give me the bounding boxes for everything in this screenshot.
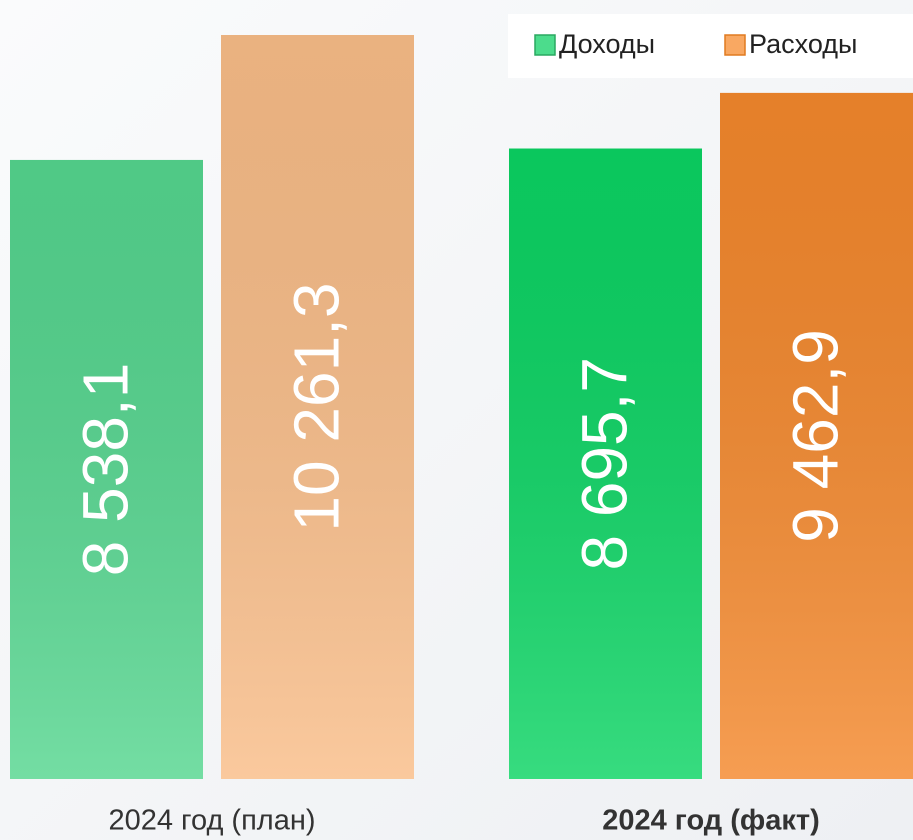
value-label: 10 261,3 [280,282,352,531]
legend-swatch [534,34,556,56]
value-label: 8 538,1 [69,363,141,577]
legend-label: Доходы [559,29,655,59]
bar-shade [509,148,702,779]
value-label: 9 462,9 [779,329,851,543]
category-label: 2024 год (факт) [602,805,820,837]
category-label: 2024 год (план) [108,805,315,837]
legend-label: Расходы [749,29,857,59]
bar-shade [720,92,913,780]
legend-box [508,14,913,78]
bar-shade [221,35,414,779]
bar-shade [10,159,203,780]
legend-swatch [724,34,746,56]
value-label: 8 695,7 [568,357,640,571]
